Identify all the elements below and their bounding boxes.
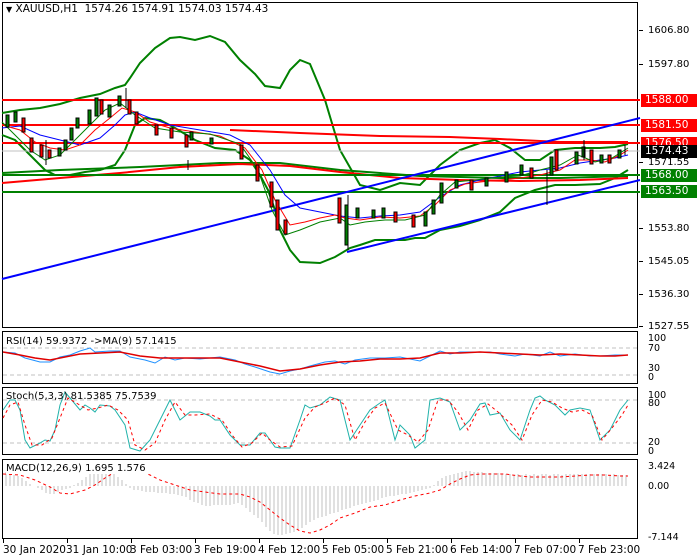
x-label: 3 Feb 03:00 [130,544,193,556]
x-tick [451,538,452,543]
stoch-k-line [2,391,629,452]
stoch-tick: 100 [648,390,667,401]
x-label: 5 Feb 05:00 [322,544,385,556]
macd-tick: 0.00 [648,481,670,492]
price-tick: 1571.55 [648,157,690,168]
price-tick: 1527.55 [648,321,690,332]
rsi-tick: 70 [648,343,661,354]
rsi-tick: 30 [648,363,661,374]
stoch-tick: 80 [648,398,661,409]
long-ma-red [1,162,629,184]
x-label: 7 Feb 23:00 [578,544,641,556]
x-label: 30 Jan 2020 [3,544,66,556]
stoch-d-line [2,397,629,451]
rsi-ma-line [2,351,629,372]
price-tick: 1536.30 [648,289,690,300]
rsi-tick: 100 [648,333,667,344]
level-tag-1568: 1568.00 [641,169,697,182]
x-tick [387,538,388,543]
x-label: 6 Feb 14:00 [450,544,513,556]
bollinger-upper [1,34,629,192]
price-tick: 1553.80 [648,223,690,234]
bollinger-lower [1,116,629,265]
macd-tick: 3.424 [648,461,676,472]
x-tick [323,538,324,543]
ohlc-values: 1574.26 1574.91 1574.03 1574.43 [84,3,269,15]
stoch-tick: 0 [648,446,655,457]
stoch-title: Stoch(5,3,3) 81.5385 75.7539 [6,391,157,402]
chart-title: ▼ XAUUSD,H1 1574.26 1574.91 1574.03 1574… [6,3,268,15]
macd-title: MACD(12,26,9) 1.695 1.576 [6,463,146,474]
x-label: 4 Feb 12:00 [258,544,321,556]
macd-tick: -7.144 [648,532,679,543]
stochastic-panel[interactable] [2,387,638,455]
x-tick [515,538,516,543]
tick [639,261,643,262]
x-tick [579,538,580,543]
candlesticks [5,88,626,250]
macd-histogram [5,469,627,535]
price-tick: 1597.80 [648,59,690,70]
x-label: 31 Jan 10:00 [66,544,133,556]
rsi-tick: 0 [648,372,655,383]
x-label: 3 Feb 19:00 [194,544,257,556]
channel-upper-trendline [1,117,641,280]
x-tick [67,538,68,543]
symbol-label: XAUUSD,H1 [15,3,78,15]
price-tick: 1606.80 [648,25,690,36]
level-tag-1581-5: 1581.50 [641,119,697,132]
x-tick [195,538,196,543]
current-price-tag: 1574.43 [641,145,697,158]
stoch-tick: 20 [648,437,661,448]
triangle-down-icon[interactable]: ▼ [6,5,13,14]
x-label: 5 Feb 21:00 [386,544,449,556]
tick [639,64,643,65]
main-price-panel[interactable] [2,2,638,328]
x-tick [259,538,260,543]
channel-lower-trendline [346,179,641,253]
tick [639,326,643,327]
level-tag-1563-5: 1563.50 [641,185,697,198]
tick [639,162,643,163]
tick [639,30,643,31]
x-tick [3,538,4,543]
x-tick [131,538,132,543]
x-label: 7 Feb 07:00 [514,544,577,556]
rsi-title: RSI(14) 59.9372 ->MA(9) 57.1415 [6,336,177,347]
price-tick: 1545.05 [648,256,690,267]
level-tag-1588: 1588.00 [641,94,697,107]
macd-signal-line [2,469,628,534]
tick [639,294,643,295]
tick [639,228,643,229]
